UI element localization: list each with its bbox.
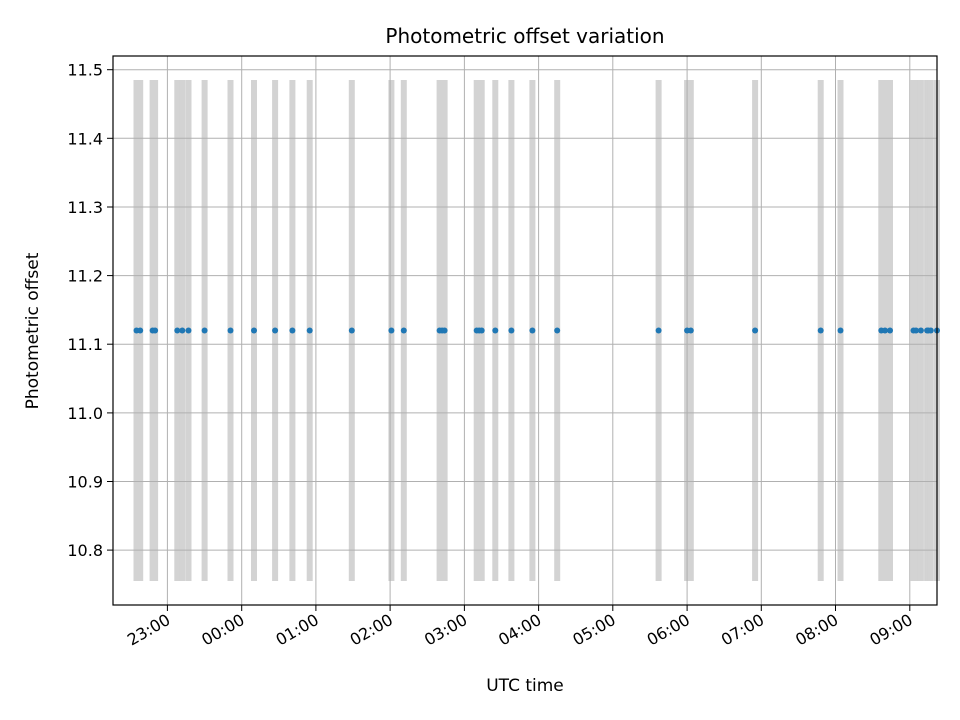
data-point — [917, 327, 924, 334]
data-point — [227, 327, 234, 334]
plot-area: 23:00 00:00 01:00 02:00 03:00 04:00 05:00 06:00… — [67, 56, 940, 650]
data-point — [887, 327, 893, 334]
data-point — [348, 327, 355, 334]
data-point — [185, 327, 192, 334]
y-tick-label: 10.9 — [67, 473, 103, 492]
y-tick-label: 11.4 — [67, 129, 103, 148]
data-point — [400, 327, 407, 334]
data-point — [655, 327, 662, 334]
data-point — [251, 327, 257, 334]
data-point — [152, 327, 159, 334]
data-point — [201, 327, 208, 334]
data-point — [174, 327, 181, 334]
y-tick-label: 11.2 — [67, 267, 103, 286]
y-tick-label: 11.0 — [67, 404, 103, 423]
data-point — [927, 327, 934, 334]
data-point — [837, 327, 844, 334]
y-axis-label: Photometric offset — [23, 252, 43, 409]
data-point — [882, 327, 888, 334]
chart-title: Photometric offset variation — [385, 24, 664, 48]
data-point — [272, 327, 279, 334]
data-point — [687, 327, 694, 334]
y-tick-label: 11.1 — [67, 335, 103, 354]
data-point — [817, 327, 824, 334]
data-point — [478, 327, 485, 334]
data-point — [179, 327, 186, 334]
data-point — [554, 327, 561, 334]
data-point — [306, 327, 313, 334]
data-point — [752, 327, 759, 334]
data-point — [492, 327, 499, 334]
data-point — [289, 327, 296, 334]
data-point — [508, 327, 515, 334]
data-point — [529, 327, 536, 334]
y-tick-label: 10.8 — [67, 541, 103, 560]
y-tick-label: 11.5 — [67, 61, 103, 80]
data-point — [441, 327, 448, 334]
y-tick-label: 11.3 — [67, 198, 103, 217]
data-point — [388, 327, 395, 334]
data-point — [913, 327, 919, 334]
data-point — [137, 327, 144, 334]
plot-frame — [112, 55, 938, 606]
x-axis-label: UTC time — [486, 676, 564, 696]
